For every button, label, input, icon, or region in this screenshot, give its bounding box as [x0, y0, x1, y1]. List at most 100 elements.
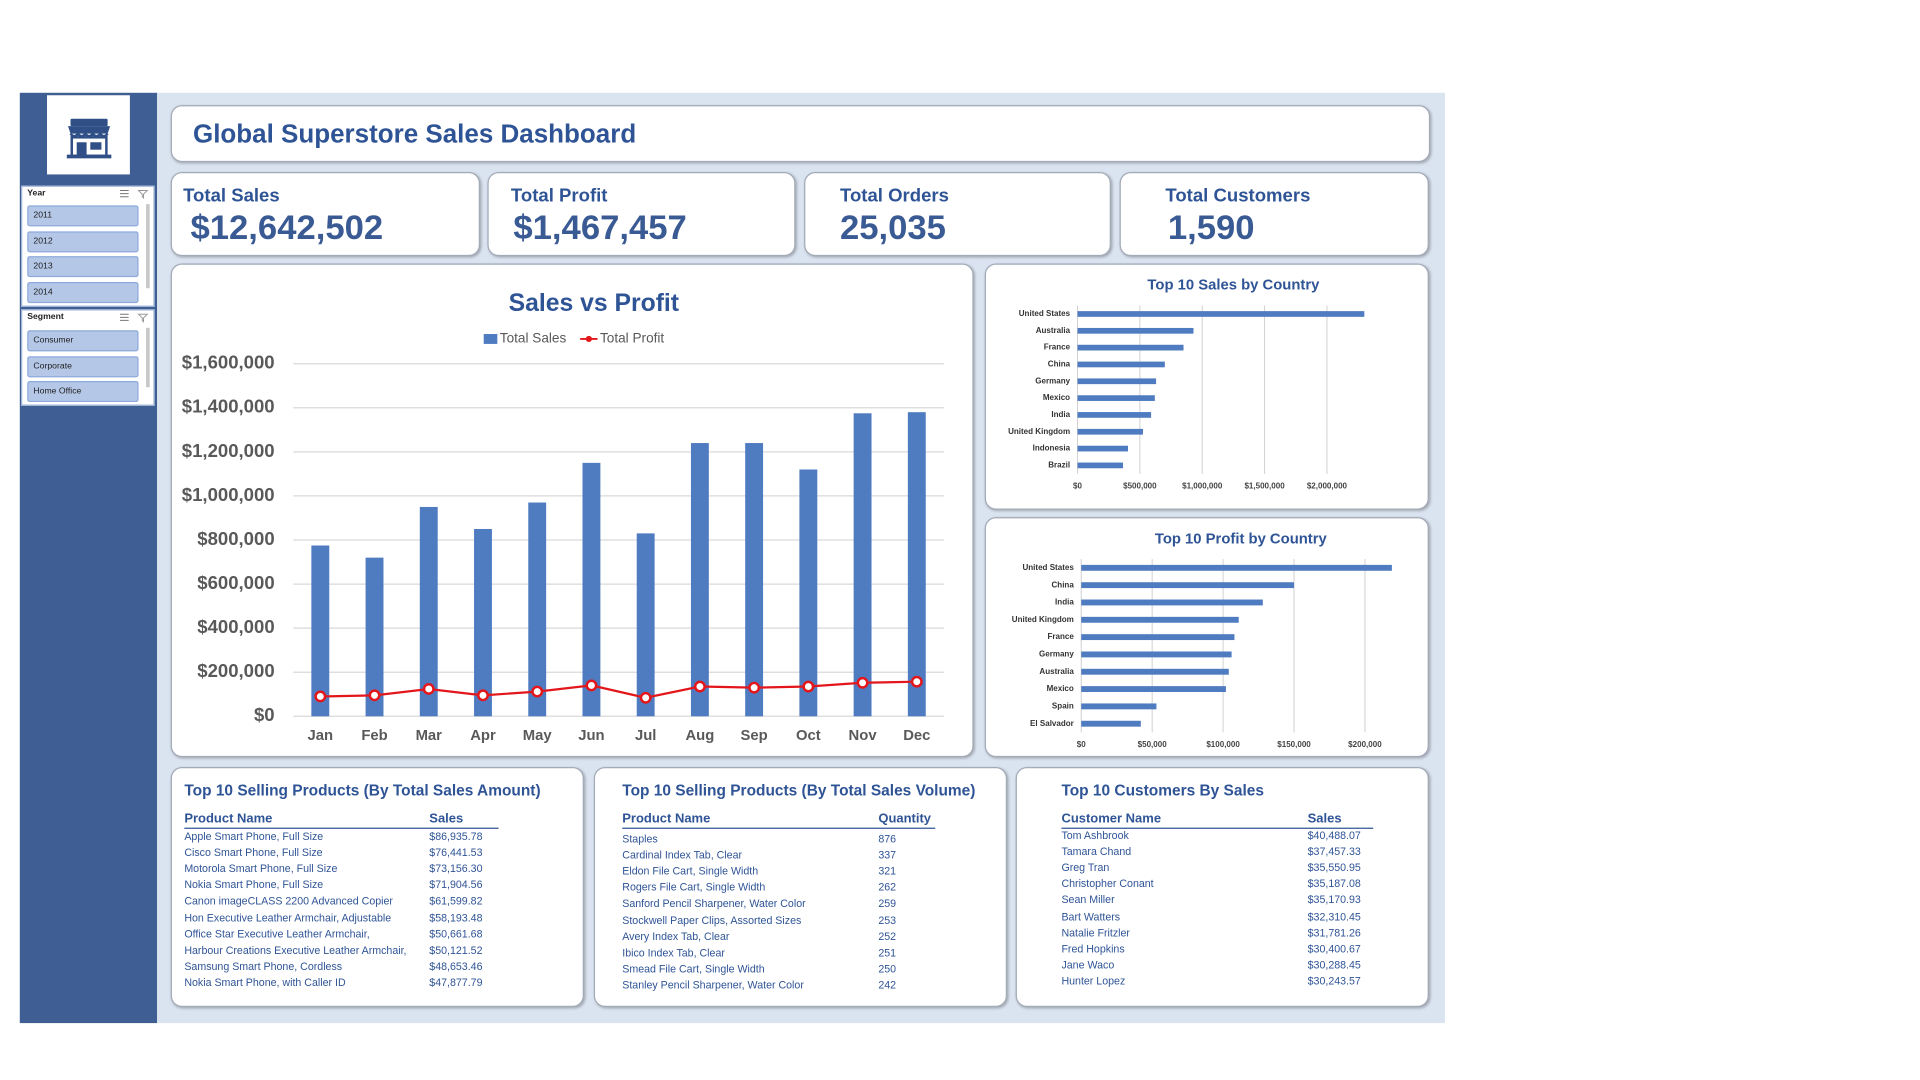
y-tick-label: France: [1044, 343, 1071, 352]
column-header: Product Name: [184, 811, 273, 827]
cell-value: $58,193.48: [429, 911, 483, 924]
bar: [745, 443, 764, 717]
cell-name: Stanley Pencil Sharpener, Water Color: [622, 978, 804, 991]
cell-name: Natalie Fritzler: [1061, 926, 1130, 939]
cell-name: Stockwell Paper Clips, Assorted Sizes: [622, 913, 802, 926]
kpi-value: 1,590: [1167, 207, 1255, 247]
cell-value: $76,441.53: [429, 846, 483, 859]
column-header: Sales: [429, 811, 464, 827]
line-marker: [585, 679, 598, 692]
bar: [1081, 651, 1232, 658]
cell-name: Ibico Index Tab, Clear: [622, 946, 725, 959]
cell-name: Office Star Executive Leather Armchair,: [184, 927, 370, 940]
chart-title: Sales vs Profit: [509, 290, 679, 317]
y-tick-label: $600,000: [197, 572, 274, 593]
bar: [1077, 344, 1184, 351]
table-title: Top 10 Selling Products (By Total Sales …: [622, 781, 976, 800]
cell-value: $30,400.67: [1307, 942, 1361, 955]
cell-name: Cardinal Index Tab, Clear: [622, 848, 743, 862]
y-tick-label: Germany: [1035, 376, 1070, 385]
y-tick-label: El Salvador: [1030, 719, 1074, 728]
slicer-item[interactable]: Corporate: [27, 355, 139, 377]
y-tick-label: United Kingdom: [1008, 427, 1070, 436]
y-tick-label: Australia: [1039, 667, 1074, 676]
slicer-title: Year: [27, 189, 46, 198]
y-tick-label: United States: [1022, 563, 1074, 572]
table-card: Top 10 Customers By Sales Customer Name Sa…: [1015, 767, 1429, 1008]
bar: [1081, 564, 1392, 571]
y-tick-label: Germany: [1039, 650, 1074, 659]
y-tick-label: Mexico: [1047, 684, 1074, 693]
cell-name: Tamara Chand: [1061, 845, 1132, 858]
y-tick-label: $400,000: [197, 616, 274, 637]
cell-value: 337: [878, 848, 897, 862]
bar: [1081, 582, 1295, 589]
cell-value: 876: [878, 832, 897, 845]
cell-name: Nokia Smart Phone, with Caller ID: [184, 975, 346, 989]
kpi-card: Total Orders 25,035: [804, 171, 1111, 257]
y-tick-label: Mexico: [1043, 393, 1070, 402]
bar: [1077, 378, 1157, 385]
cell-value: $73,156.30: [429, 862, 483, 875]
logo-box: [47, 95, 130, 175]
header-rule: [1061, 827, 1374, 829]
legend-swatch: [483, 334, 498, 344]
x-tick-label: $2,000,000: [1307, 481, 1348, 490]
title-card: Global Superstore Sales Dashboard: [170, 105, 1431, 163]
bar: [1077, 395, 1155, 401]
x-tick-label: Dec: [903, 728, 930, 744]
x-tick-label: $50,000: [1138, 740, 1168, 749]
y-tick-label: Spain: [1052, 702, 1074, 711]
slicer-item[interactable]: 2012: [27, 230, 139, 252]
cell-value: $30,288.45: [1307, 958, 1361, 971]
x-tick-label: Aug: [685, 728, 714, 744]
header-rule: [184, 827, 499, 829]
cell-name: Nokia Smart Phone, Full Size: [184, 878, 324, 892]
y-tick-label: United Kingdom: [1012, 615, 1074, 624]
line-marker: [910, 675, 923, 688]
kpi-label: Total Orders: [839, 185, 949, 207]
line-marker: [856, 676, 869, 689]
line-marker: [422, 683, 435, 695]
slicer-item[interactable]: 2011: [27, 205, 139, 227]
chart-card: Sales vs Profit $0 $200,000 $400,000 $600,00…: [170, 263, 974, 758]
kpi-card: Total Customers 1,590: [1119, 171, 1429, 257]
cell-name: Tom Ashbrook: [1061, 828, 1129, 842]
cell-name: Bart Watters: [1061, 909, 1121, 923]
bar: [1077, 361, 1165, 368]
store-icon: [66, 118, 112, 159]
kpi-value: 25,035: [839, 207, 946, 247]
slicer-item[interactable]: Home Office: [27, 381, 139, 403]
chart: Sales vs Profit $0 $200,000 $400,000 $600,00…: [182, 290, 944, 744]
kpi-label: Total Customers: [1165, 185, 1311, 207]
bar: [636, 533, 655, 717]
bar: [1081, 668, 1229, 675]
y-tick-label: $1,200,000: [182, 440, 275, 461]
chart: Top 10 Profit by Country $0 $50,000 $100,00…: [1012, 531, 1392, 749]
bar: [1077, 311, 1365, 317]
line-marker: [531, 685, 544, 698]
x-tick-label: Apr: [470, 728, 496, 744]
chart: Top 10 Sales by Country $0 $500,000 $1,000,…: [1008, 278, 1365, 490]
line-marker: [802, 680, 815, 693]
cell-value: $61,599.82: [429, 894, 483, 908]
cell-value: $48,653.46: [429, 959, 483, 973]
cell-value: 321: [878, 864, 897, 878]
bar: [799, 469, 818, 717]
slicer-scrollbar: [145, 327, 150, 388]
bar: [365, 557, 384, 717]
column-header: Customer Name: [1061, 811, 1162, 827]
cell-value: 251: [878, 946, 897, 959]
kpi-label: Total Sales: [183, 185, 280, 207]
icon-filter: [137, 313, 149, 323]
x-tick-label: Jan: [308, 728, 334, 744]
profit-line: [320, 680, 917, 699]
cell-name: Sanford Pencil Sharpener, Water Color: [622, 897, 806, 910]
slicer-item[interactable]: Consumer: [27, 330, 139, 352]
slicer-item[interactable]: 2013: [27, 256, 139, 278]
cell-value: $37,457.33: [1307, 845, 1361, 858]
x-tick-label: $500,000: [1123, 481, 1157, 490]
slicer-icons: [119, 190, 149, 200]
slicer-item[interactable]: 2014: [27, 282, 139, 304]
